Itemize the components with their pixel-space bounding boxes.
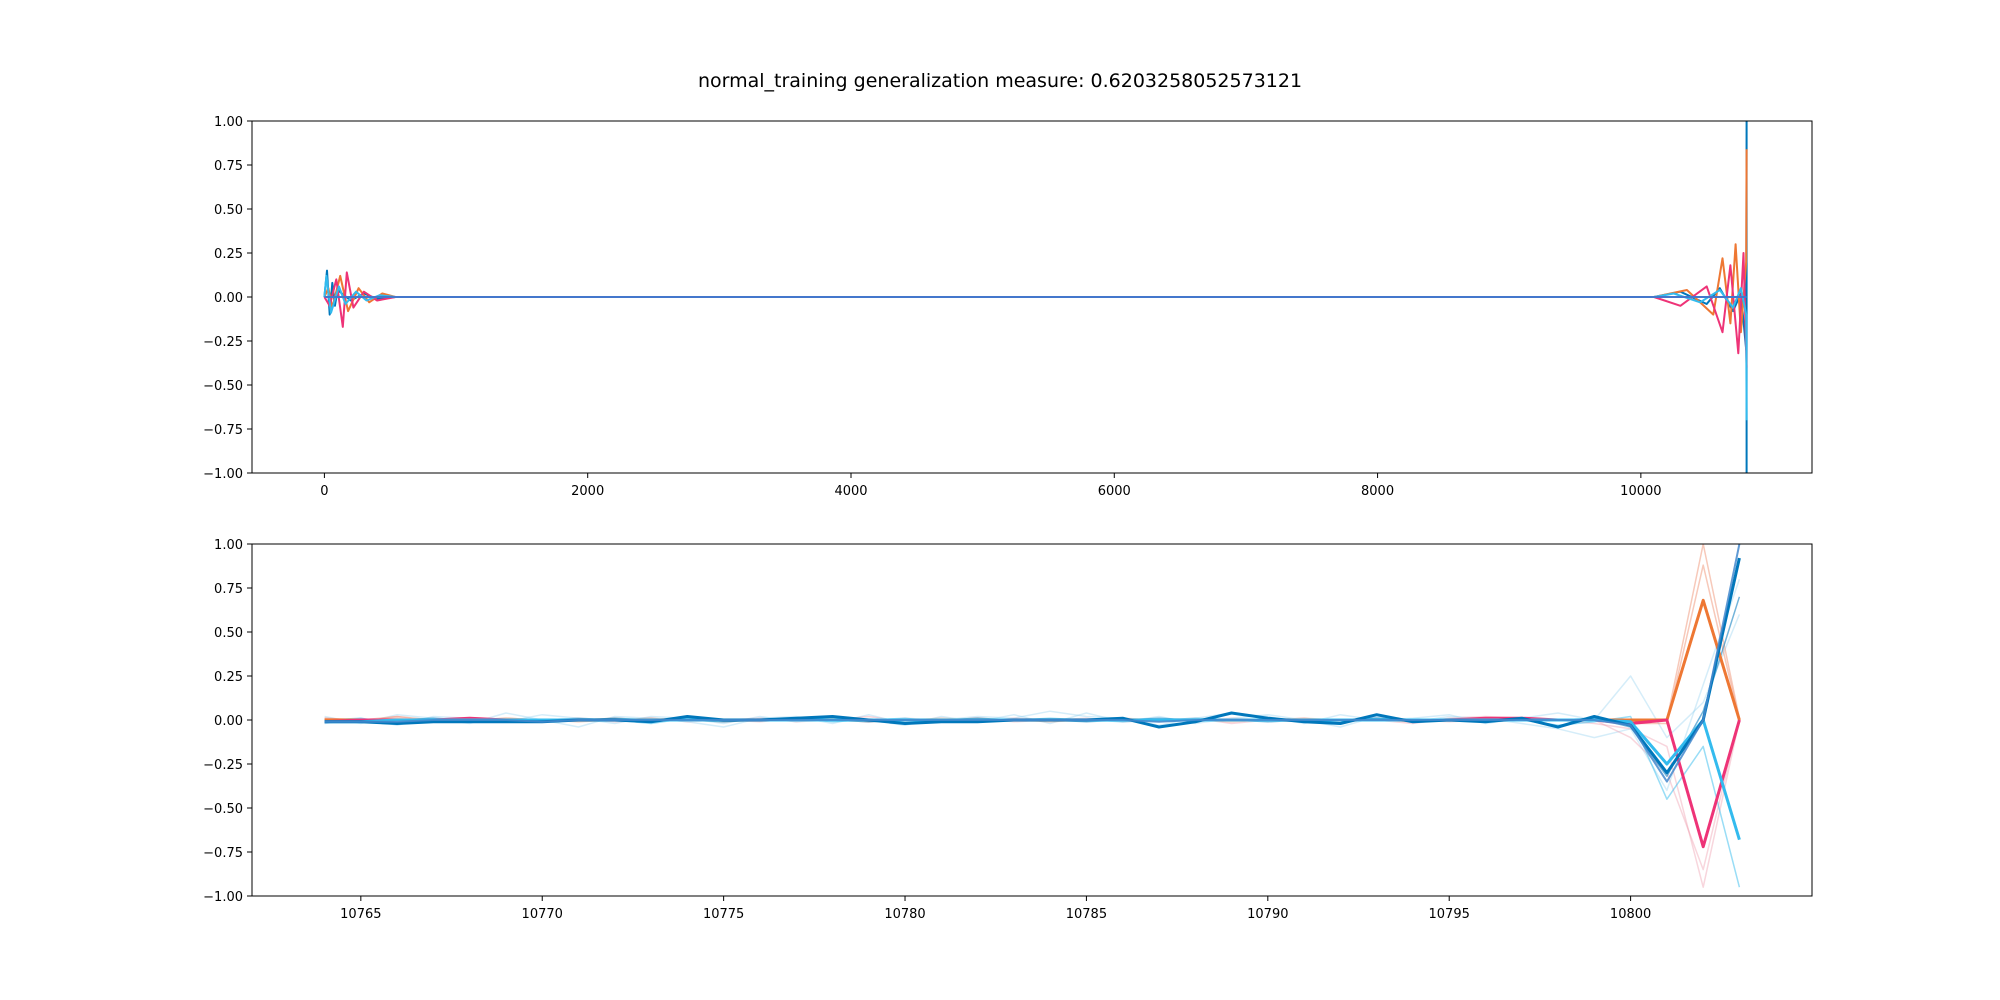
x-tick-label: 10790 [1247, 907, 1288, 922]
x-tick-label: 10795 [1429, 907, 1470, 922]
series-line-9 [324, 716, 1741, 849]
y-tick-label: −0.25 [203, 335, 243, 350]
top-plot: −1.00 −0.75 −0.50 −0.25 0.00 0.25 0.50 0.75 1.00… [203, 115, 1813, 499]
chart-title: normal_training generalization measure: … [697, 70, 1303, 92]
series-group [324, 544, 1741, 888]
x-tick-label: 8000 [1361, 484, 1394, 499]
y-tick-label: 0.00 [214, 714, 243, 729]
x-tick-label: 10775 [703, 907, 744, 922]
series-line-3 [324, 717, 1741, 871]
series-group [323, 121, 1748, 473]
series-line-5 [324, 564, 1741, 725]
series-line-10 [324, 718, 1741, 841]
y-tick-label: −1.00 [203, 890, 243, 905]
series-line-4 [324, 544, 1741, 723]
y-tick-label: 0.25 [214, 670, 243, 685]
y-tick-label: −1.00 [203, 467, 243, 482]
y-tick-label: 0.00 [214, 291, 243, 306]
y-tick-label: 1.00 [214, 538, 243, 553]
series-line-6 [324, 715, 1741, 888]
series-line-2 [323, 252, 1748, 368]
x-tick-label: 0 [320, 484, 328, 499]
series-line-1 [324, 578, 1741, 792]
x-tick-label: 10000 [1620, 484, 1661, 499]
x-tick-label: 10785 [1066, 907, 1107, 922]
y-tick-label: −0.75 [203, 846, 243, 861]
x-tick-label: 10800 [1610, 907, 1651, 922]
y-tick-label: −0.50 [203, 802, 243, 817]
y-tick-label: 0.75 [214, 159, 243, 174]
series-line-7 [324, 596, 1741, 778]
y-tick-label: 0.50 [214, 203, 243, 218]
series-line-1 [323, 149, 1748, 334]
x-tick-label: 2000 [571, 484, 604, 499]
series-line-12 [324, 544, 1741, 783]
x-tick-label: 6000 [1098, 484, 1131, 499]
series-line-11 [324, 557, 1741, 775]
x-tick-label: 10780 [884, 907, 925, 922]
series-line-8 [324, 598, 1741, 722]
x-tick-label: 4000 [834, 484, 867, 499]
y-tick-label: −0.50 [203, 379, 243, 394]
y-tick-label: 1.00 [214, 115, 243, 130]
x-tick-label: 10770 [522, 907, 563, 922]
y-tick-label: 0.75 [214, 582, 243, 597]
y-tick-label: 0.50 [214, 626, 243, 641]
x-tick-label: 10765 [340, 907, 381, 922]
y-tick-label: −0.25 [203, 758, 243, 773]
y-tick-label: 0.25 [214, 247, 243, 262]
y-tick-label: −0.75 [203, 423, 243, 438]
bottom-plot: −1.00 −0.75 −0.50 −0.25 0.00 0.25 0.50 0.75 1.00… [203, 538, 1813, 922]
series-line-2 [324, 715, 1741, 888]
